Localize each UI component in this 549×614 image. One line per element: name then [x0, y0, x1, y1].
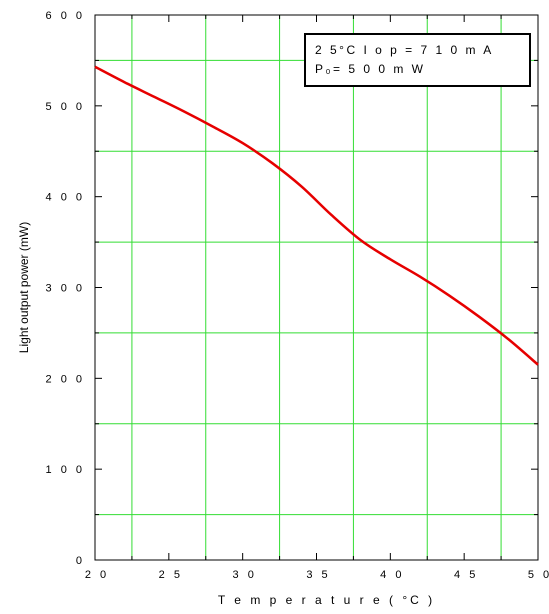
- y-tick-label: 2 0 0: [46, 373, 85, 385]
- y-tick-label: 5 0 0: [46, 101, 85, 113]
- y-tick-label: 3 0 0: [46, 283, 85, 295]
- y-tick-label: 4 0 0: [46, 192, 85, 204]
- annotation-box: 2 5°C I o p = 7 1 0 m A P₀= 5 0 0 m W: [305, 34, 530, 86]
- x-tick-label: 3 5: [306, 569, 330, 581]
- y-tick-label: 0: [76, 555, 85, 567]
- plot-frame: [95, 15, 538, 560]
- y-tick-labels: 0 1 0 0 2 0 0 3 0 0 4 0 0 5 0 0 6 0 0: [46, 10, 85, 567]
- x-tick-label: 3 0: [233, 569, 257, 581]
- y-axis-title: Light output power (mW): [17, 222, 31, 353]
- x-tick-label: 5 0: [528, 569, 549, 581]
- grid-lines: [95, 15, 538, 560]
- x-tick-label: 2 0: [85, 569, 109, 581]
- x-tick-labels: 2 0 2 5 3 0 3 5 4 0 4 5 5 0: [85, 569, 549, 581]
- x-axis-title: T e m p e r a t u r e ( °C ): [218, 593, 435, 607]
- y-tick-label: 6 0 0: [46, 10, 85, 22]
- annotation-line-2: P₀= 5 0 0 m W: [315, 62, 426, 76]
- x-tick-label: 4 5: [454, 569, 478, 581]
- power-vs-temperature-line: [95, 67, 538, 365]
- x-tick-label: 4 0: [380, 569, 404, 581]
- annotation-frame: [305, 34, 530, 86]
- axis-ticks: [95, 15, 538, 560]
- x-tick-label: 2 5: [159, 569, 183, 581]
- annotation-line-1: 2 5°C I o p = 7 1 0 m A: [315, 43, 494, 57]
- y-tick-label: 1 0 0: [46, 464, 85, 476]
